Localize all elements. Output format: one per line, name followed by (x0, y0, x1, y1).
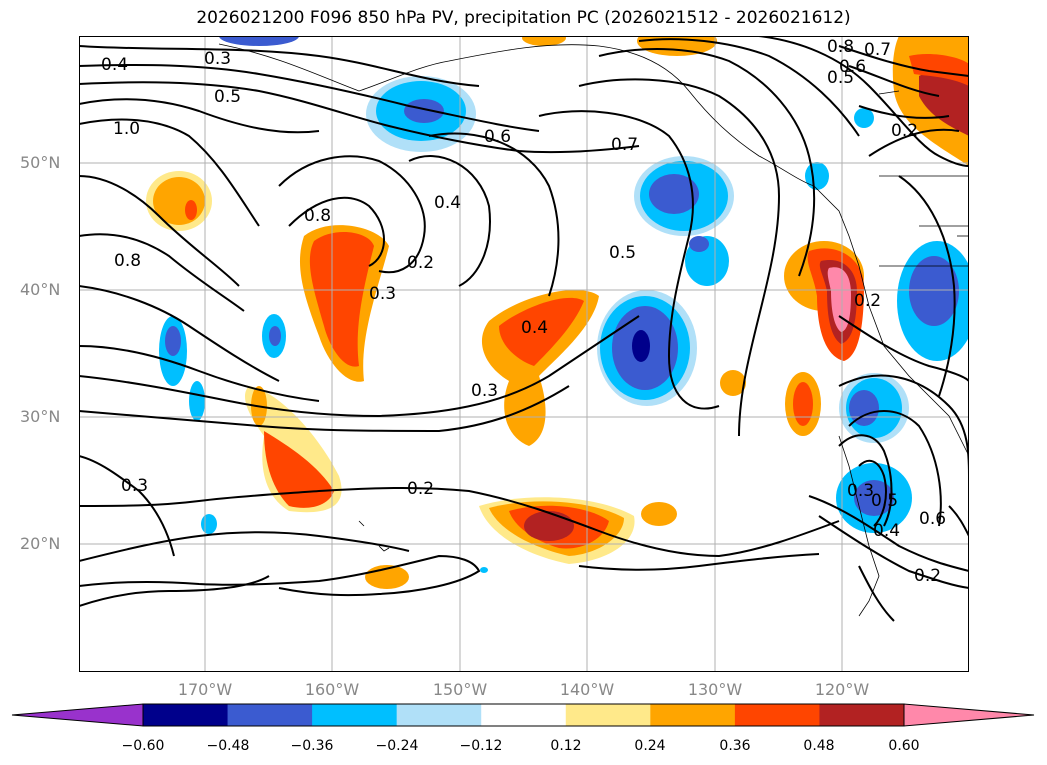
colorbar-cell (481, 704, 567, 726)
lon-label-140w: 140°W (559, 680, 615, 699)
contour-label: 0.5 (609, 243, 636, 263)
contour-label: 0.2 (914, 566, 941, 586)
colorbar-cell (734, 704, 820, 726)
contour-label: 0.4 (873, 521, 900, 541)
colorbar-cell (819, 704, 905, 726)
colorbar-tick: 0.60 (888, 738, 920, 754)
contour-label: 0.4 (101, 55, 128, 75)
contour-labels: 0.3 0.4 0.5 1.0 0.8 0.8 0.4 0.2 0.3 0.6 … (101, 37, 946, 586)
contour-label: 0.8 (827, 37, 854, 57)
graticule (79, 36, 969, 672)
lon-label-170w: 170°W (177, 680, 233, 699)
map-panel: 0.3 0.4 0.5 1.0 0.8 0.8 0.4 0.2 0.3 0.6 … (79, 36, 969, 672)
colorbar-cell (650, 704, 736, 726)
contour-label: 0.4 (521, 318, 548, 338)
colorbar-cell (565, 704, 651, 726)
contour-label: 0.3 (369, 284, 396, 304)
colorbar-tick: 0.48 (803, 738, 835, 754)
contour-label: 0.2 (891, 121, 918, 141)
contour-label: 0.8 (304, 206, 331, 226)
colorbar-tick: −0.48 (206, 738, 250, 754)
contour-label: 0.5 (827, 68, 854, 88)
colorbar-cell (143, 704, 229, 726)
colorbar-tick: 0.36 (719, 738, 751, 754)
colorbar-cell (227, 704, 313, 726)
colorbar-tick: 0.12 (550, 738, 582, 754)
contour-label: 0.6 (839, 57, 866, 77)
contour-label: 0.7 (611, 135, 638, 155)
lon-label-160w: 160°W (304, 680, 360, 699)
lon-label-150w: 150°W (432, 680, 488, 699)
lat-label-40n: 40°N (20, 280, 61, 299)
contour-label: 0.8 (114, 251, 141, 271)
map-title: 2026021200 F096 850 hPa PV, precipitatio… (196, 8, 851, 28)
contour-label: 0.6 (919, 509, 946, 529)
contour-label: 0.4 (434, 193, 461, 213)
precip-shading (146, 36, 969, 589)
contour-label: 0.2 (407, 253, 434, 273)
contour-label: 0.5 (871, 491, 898, 511)
contour-label: 0.2 (407, 479, 434, 499)
lon-label-120w: 120°W (814, 680, 870, 699)
colorbar-extend-high (904, 704, 1034, 726)
contour-label: 0.5 (214, 87, 241, 107)
lat-label-50n: 50°N (20, 153, 61, 172)
colorbar (11, 703, 1035, 727)
lat-label-30n: 30°N (20, 407, 61, 426)
colorbar-extend-low (12, 704, 143, 726)
contour-label: 0.3 (847, 481, 874, 501)
contour-label: 0.3 (471, 381, 498, 401)
pv-contours (79, 36, 969, 622)
colorbar-cell (312, 704, 398, 726)
colorbar-tick: −0.60 (121, 738, 165, 754)
contour-label: 0.3 (121, 476, 148, 496)
coastlines (218, 43, 969, 617)
contour-label: 0.6 (484, 127, 511, 147)
contour-label: 0.7 (864, 40, 891, 60)
colorbar-tick: −0.12 (459, 738, 503, 754)
contour-label: 0.3 (204, 49, 231, 69)
contour-label: 0.2 (854, 291, 881, 311)
map-plot: 0.3 0.4 0.5 1.0 0.8 0.8 0.4 0.2 0.3 0.6 … (79, 36, 969, 672)
contour-label: 1.0 (113, 119, 140, 139)
lon-label-130w: 130°W (687, 680, 743, 699)
colorbar-tick: −0.36 (290, 738, 334, 754)
colorbar-tick: 0.24 (634, 738, 666, 754)
colorbar-tick: −0.24 (375, 738, 419, 754)
colorbar-cell (396, 704, 482, 726)
lat-label-20n: 20°N (20, 534, 61, 553)
